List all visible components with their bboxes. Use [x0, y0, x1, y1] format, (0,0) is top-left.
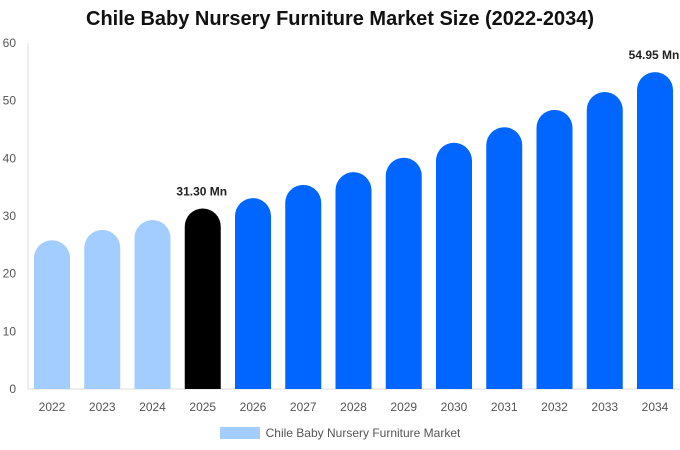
bar-2023	[84, 229, 121, 389]
y-tick-label: 10	[3, 324, 17, 338]
y-tick-label: 0	[9, 382, 16, 396]
data-label-2034: 54.95 Mn	[629, 48, 680, 62]
bar-2028	[335, 172, 372, 389]
x-tick-label: 2025	[189, 400, 216, 414]
legend-swatch	[219, 427, 260, 439]
x-tick-label: 2026	[240, 400, 267, 414]
x-tick-label: 2023	[89, 400, 116, 414]
bar-2027	[285, 184, 322, 389]
y-tick-label: 50	[3, 94, 17, 108]
x-tick-label: 2033	[591, 400, 618, 414]
chart-title: Chile Baby Nursery Furniture Market Size…	[86, 8, 594, 30]
legend-label: Chile Baby Nursery Furniture Market	[265, 426, 461, 440]
y-tick-label: 30	[3, 209, 17, 223]
bar-2031	[486, 127, 523, 390]
x-tick-label: 2030	[441, 400, 468, 414]
x-tick-label: 2024	[139, 400, 166, 414]
bar-2032	[536, 109, 573, 389]
x-tick-label: 2027	[290, 400, 317, 414]
y-tick-label: 40	[3, 151, 17, 165]
y-tick-label: 20	[3, 267, 17, 281]
bar-2024	[134, 220, 171, 389]
bar-2022	[34, 240, 70, 389]
legend: Chile Baby Nursery Furniture Market	[0, 426, 680, 440]
bar-2026	[235, 198, 271, 389]
data-label-2025: 31.30 Mn	[176, 185, 227, 199]
x-tick-label: 2028	[340, 400, 367, 414]
x-tick-label: 2022	[39, 400, 66, 414]
x-tick-label: 2034	[642, 400, 669, 414]
bar-2025	[184, 208, 221, 389]
x-tick-label: 2031	[491, 400, 518, 414]
x-tick-label: 2029	[390, 400, 417, 414]
y-tick-label: 60	[3, 36, 17, 50]
bar-2029	[385, 157, 422, 389]
bar-2034	[637, 72, 673, 389]
bar-2030	[436, 142, 472, 389]
x-tick-label: 2032	[541, 400, 568, 414]
bar-2033	[586, 92, 623, 390]
